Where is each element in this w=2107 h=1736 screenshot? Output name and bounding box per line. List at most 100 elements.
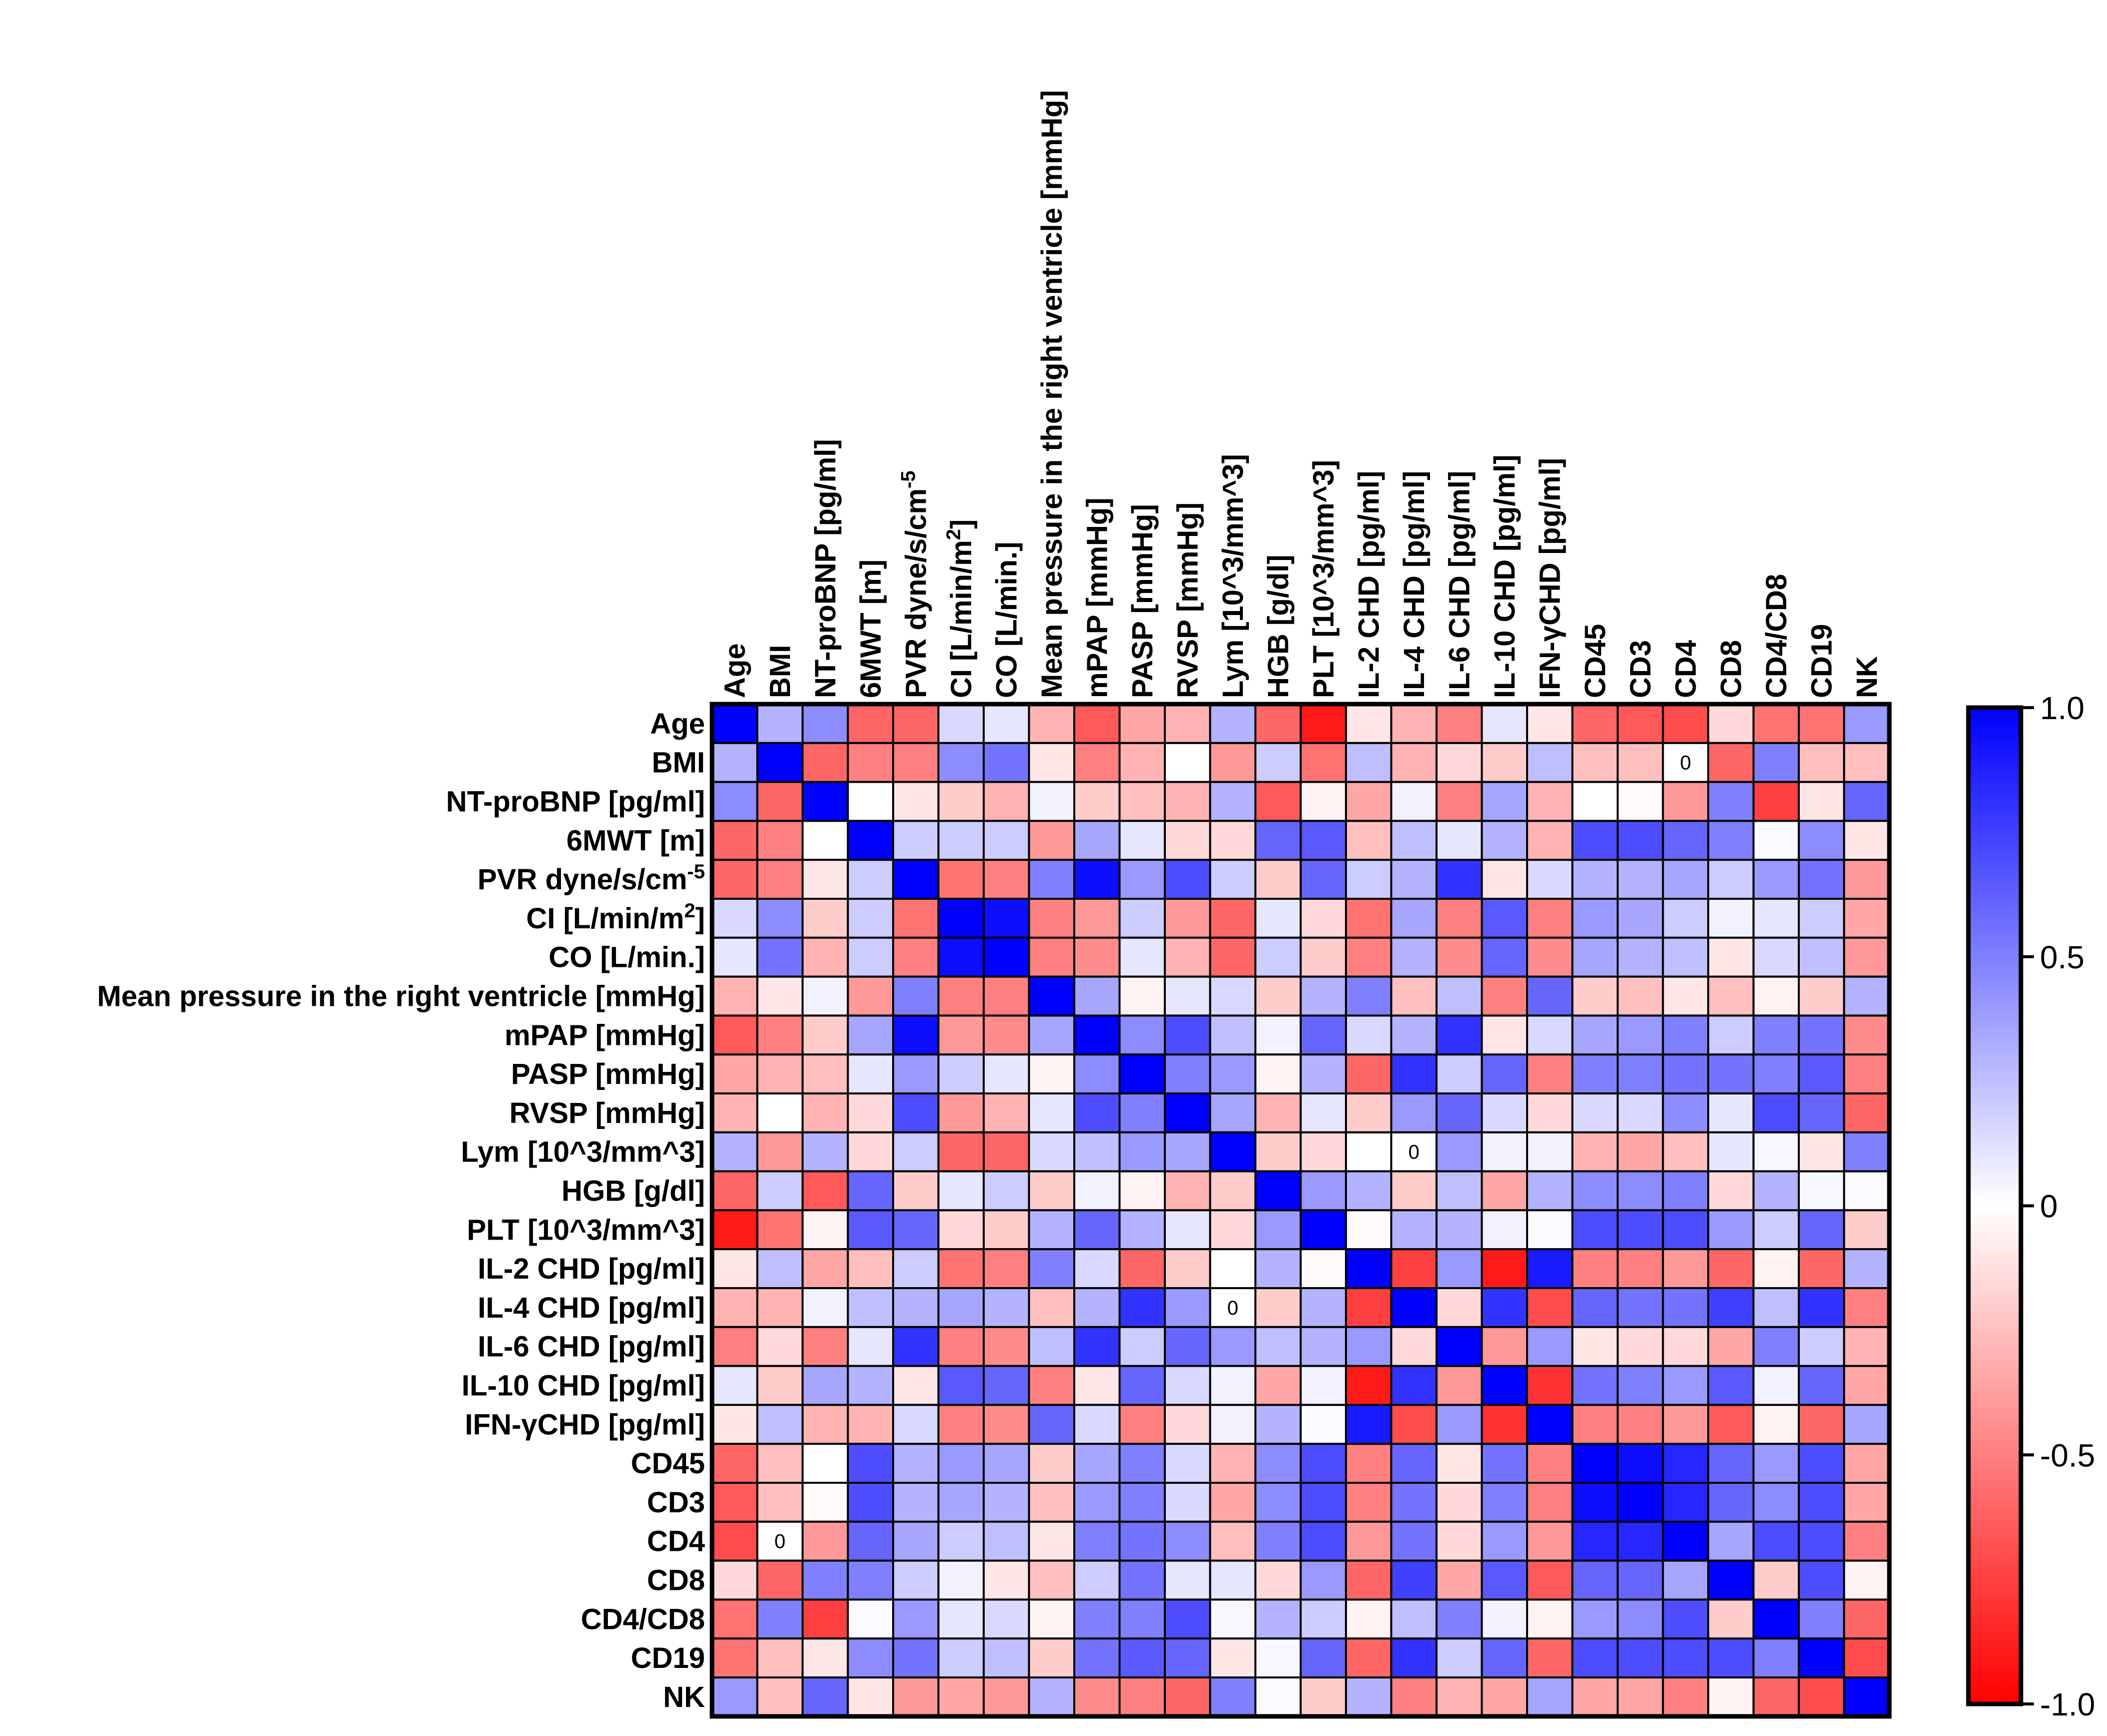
heatmap-cell bbox=[1571, 1209, 1619, 1251]
heatmap-cell bbox=[1028, 1131, 1075, 1173]
heatmap-cell bbox=[1254, 1598, 1302, 1640]
heatmap-cell bbox=[1617, 1053, 1664, 1094]
heatmap-cell bbox=[847, 703, 894, 744]
column-label: IFN-γCHD [pg/ml] bbox=[1534, 458, 1566, 698]
heatmap-cell bbox=[1436, 1598, 1483, 1640]
heatmap-cell bbox=[802, 1365, 849, 1406]
heatmap-cell bbox=[1571, 781, 1619, 822]
heatmap-cell bbox=[1752, 1287, 1800, 1328]
heatmap-cell bbox=[1118, 1092, 1166, 1133]
heatmap-cell bbox=[1390, 975, 1438, 1017]
heatmap-cell bbox=[1209, 1676, 1256, 1717]
heatmap-cell bbox=[1164, 1559, 1211, 1601]
heatmap-cell bbox=[1073, 1520, 1121, 1562]
heatmap-cell bbox=[1843, 1676, 1890, 1717]
heatmap-cell bbox=[937, 1014, 985, 1056]
heatmap-cell bbox=[1209, 1520, 1256, 1562]
heatmap-cell bbox=[1254, 1131, 1302, 1173]
row-label: CO [L/min.] bbox=[548, 941, 705, 974]
heatmap-cell bbox=[1028, 1676, 1075, 1717]
heatmap-cell bbox=[847, 1131, 894, 1173]
heatmap-cell bbox=[1707, 1520, 1755, 1562]
heatmap-cell bbox=[1843, 1326, 1890, 1367]
heatmap-cell bbox=[1843, 781, 1890, 822]
heatmap-cell bbox=[937, 1209, 985, 1251]
heatmap-cell bbox=[1345, 1482, 1392, 1523]
heatmap-cell bbox=[1798, 742, 1845, 783]
heatmap-cell bbox=[1299, 1326, 1347, 1367]
heatmap-cell bbox=[1345, 1287, 1392, 1328]
heatmap-cell bbox=[892, 1365, 940, 1406]
cell-value-label: 0 bbox=[1227, 1297, 1238, 1319]
heatmap-cell bbox=[1073, 1365, 1121, 1406]
heatmap-cell bbox=[1390, 1482, 1438, 1523]
heatmap-cell bbox=[1752, 1092, 1800, 1133]
heatmap-cell bbox=[1752, 1637, 1800, 1678]
heatmap-cell bbox=[1843, 1092, 1890, 1133]
heatmap-cell bbox=[1299, 703, 1347, 744]
heatmap-cell bbox=[1164, 1287, 1211, 1328]
heatmap-cell bbox=[711, 1131, 759, 1173]
heatmap-cell bbox=[1118, 1520, 1166, 1562]
heatmap-cell bbox=[711, 1598, 759, 1640]
heatmap-cell bbox=[1843, 1014, 1890, 1056]
heatmap-cell bbox=[937, 1598, 985, 1640]
heatmap-cell bbox=[937, 1559, 985, 1601]
heatmap-cell bbox=[711, 1637, 759, 1678]
heatmap-cell bbox=[756, 1131, 804, 1173]
heatmap-cell bbox=[1390, 1170, 1438, 1212]
heatmap-cell bbox=[1345, 1014, 1392, 1056]
heatmap-cell bbox=[1752, 1053, 1800, 1094]
heatmap-cell bbox=[1164, 742, 1211, 783]
heatmap-cell bbox=[1526, 1209, 1574, 1251]
heatmap-cell bbox=[1798, 1443, 1845, 1484]
heatmap-cell bbox=[1299, 820, 1347, 861]
heatmap-cell bbox=[983, 898, 1030, 939]
heatmap-cell bbox=[1299, 1014, 1347, 1056]
heatmap-cell bbox=[1752, 742, 1800, 783]
heatmap-cell bbox=[1164, 703, 1211, 744]
heatmap-cell bbox=[847, 1598, 894, 1640]
heatmap-cell bbox=[1073, 1559, 1121, 1601]
column-label: 6MWT [m] bbox=[855, 559, 887, 698]
heatmap-cell bbox=[1073, 1209, 1121, 1251]
heatmap-cell bbox=[1390, 898, 1438, 939]
heatmap-cell bbox=[1798, 1131, 1845, 1173]
heatmap-cell bbox=[1707, 1014, 1755, 1056]
heatmap-cell bbox=[1299, 898, 1347, 939]
heatmap-cell bbox=[1028, 1404, 1075, 1445]
heatmap-cell bbox=[1345, 1443, 1392, 1484]
heatmap-cell bbox=[1707, 1209, 1755, 1251]
heatmap-cell bbox=[847, 1053, 894, 1094]
heatmap-cell bbox=[1526, 859, 1574, 900]
heatmap-cell bbox=[1752, 703, 1800, 744]
heatmap-cell bbox=[1209, 1131, 1256, 1173]
heatmap-cell bbox=[1299, 1287, 1347, 1328]
heatmap-cell bbox=[1526, 1637, 1574, 1678]
column-label: PLT [10^3/mm^3] bbox=[1307, 460, 1340, 698]
heatmap-cell bbox=[1073, 1014, 1121, 1056]
heatmap-cell bbox=[1843, 936, 1890, 978]
column-label: IL-10 CHD [pg/ml] bbox=[1489, 454, 1521, 698]
column-label: CD19 bbox=[1805, 624, 1838, 698]
heatmap-cell bbox=[1436, 1326, 1483, 1367]
heatmap-cell bbox=[756, 1053, 804, 1094]
heatmap-cell bbox=[1526, 1053, 1574, 1094]
heatmap-cell bbox=[1345, 1559, 1392, 1601]
heatmap-cell bbox=[983, 1404, 1030, 1445]
heatmap-cell bbox=[1662, 781, 1709, 822]
heatmap-cell bbox=[1254, 975, 1302, 1017]
heatmap-cell bbox=[1209, 1014, 1256, 1056]
heatmap-cell bbox=[1164, 1676, 1211, 1717]
heatmap-cell bbox=[1707, 820, 1755, 861]
heatmap-cell bbox=[1345, 1520, 1392, 1562]
heatmap-cell bbox=[1345, 1248, 1392, 1289]
heatmap-cell bbox=[1028, 742, 1075, 783]
heatmap-cell bbox=[711, 1482, 759, 1523]
heatmap-cell bbox=[1073, 898, 1121, 939]
heatmap-cell bbox=[1164, 1404, 1211, 1445]
heatmap-cell bbox=[1209, 1326, 1256, 1367]
heatmap-cell bbox=[1571, 1170, 1619, 1212]
heatmap-cell bbox=[1209, 1248, 1256, 1289]
heatmap-cell bbox=[1526, 898, 1574, 939]
